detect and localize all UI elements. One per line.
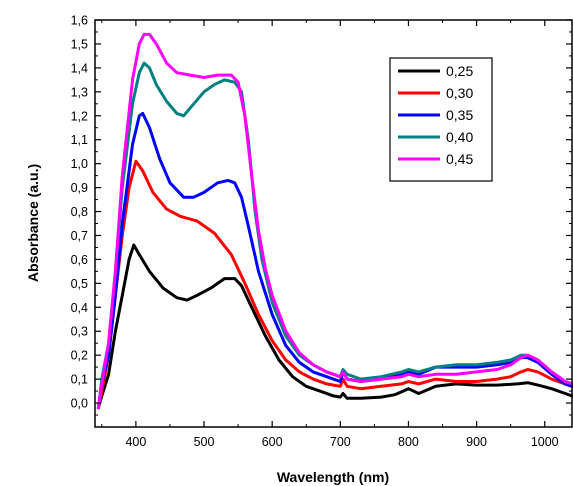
y-tick-label: 1,3: [71, 85, 88, 99]
y-axis-title: Absorbance (a.u.): [25, 164, 41, 282]
legend-label-5: 0,45: [446, 151, 473, 167]
legend-label-1: 0,25: [446, 63, 473, 79]
y-tick-label: 1,5: [71, 37, 88, 51]
x-tick-label: 500: [194, 435, 215, 449]
y-tick-label: 0,5: [71, 277, 88, 291]
y-tick-label: 0,8: [71, 205, 88, 219]
series-line-4: [96, 61, 573, 410]
y-tick-label: 0,1: [71, 373, 88, 387]
y-tick-label: 0,3: [71, 325, 88, 339]
series-line-1: [96, 243, 573, 410]
series-line-3: [96, 111, 573, 410]
y-tick-label: 0,4: [71, 301, 88, 315]
x-tick-label: 400: [125, 435, 146, 449]
series-line-5: [96, 32, 573, 410]
y-tick-label: 1,6: [71, 14, 88, 28]
legend-label-2: 0,30: [446, 85, 473, 101]
x-tick-label: 900: [466, 435, 487, 449]
series-layer: [96, 32, 573, 410]
y-tick-label: 0,6: [71, 253, 88, 267]
y-tick-label: 0,0: [71, 397, 88, 411]
legend: 0,25 0,30 0,35 0,40 0,45: [389, 57, 493, 182]
axes-layer: 400 500 600 700 800 900 1000 0,0 0,1 0,2 0,3 0,4 0,5…: [71, 14, 572, 449]
legend-label-3: 0,35: [446, 107, 473, 123]
plot-frame: [94, 19, 573, 428]
y-tick-label: 1,2: [71, 109, 88, 123]
legend-label-4: 0,40: [446, 129, 473, 145]
y-tick-label: 1,1: [71, 133, 88, 147]
y-tick-label: 1,4: [71, 61, 88, 75]
y-tick-label: 1,0: [71, 157, 88, 171]
y-tick-label: 0,2: [71, 349, 88, 363]
x-axis-title: Wavelength (nm): [277, 469, 389, 485]
x-tick-label: 600: [262, 435, 283, 449]
y-tick-label: 0,9: [71, 181, 88, 195]
series-line-2: [96, 159, 573, 410]
x-tick-label: 700: [330, 435, 351, 449]
x-tick-label: 800: [398, 435, 419, 449]
legend-box: [389, 57, 493, 182]
x-tick-label: 1000: [531, 435, 559, 449]
y-tick-label: 0,7: [71, 229, 88, 243]
